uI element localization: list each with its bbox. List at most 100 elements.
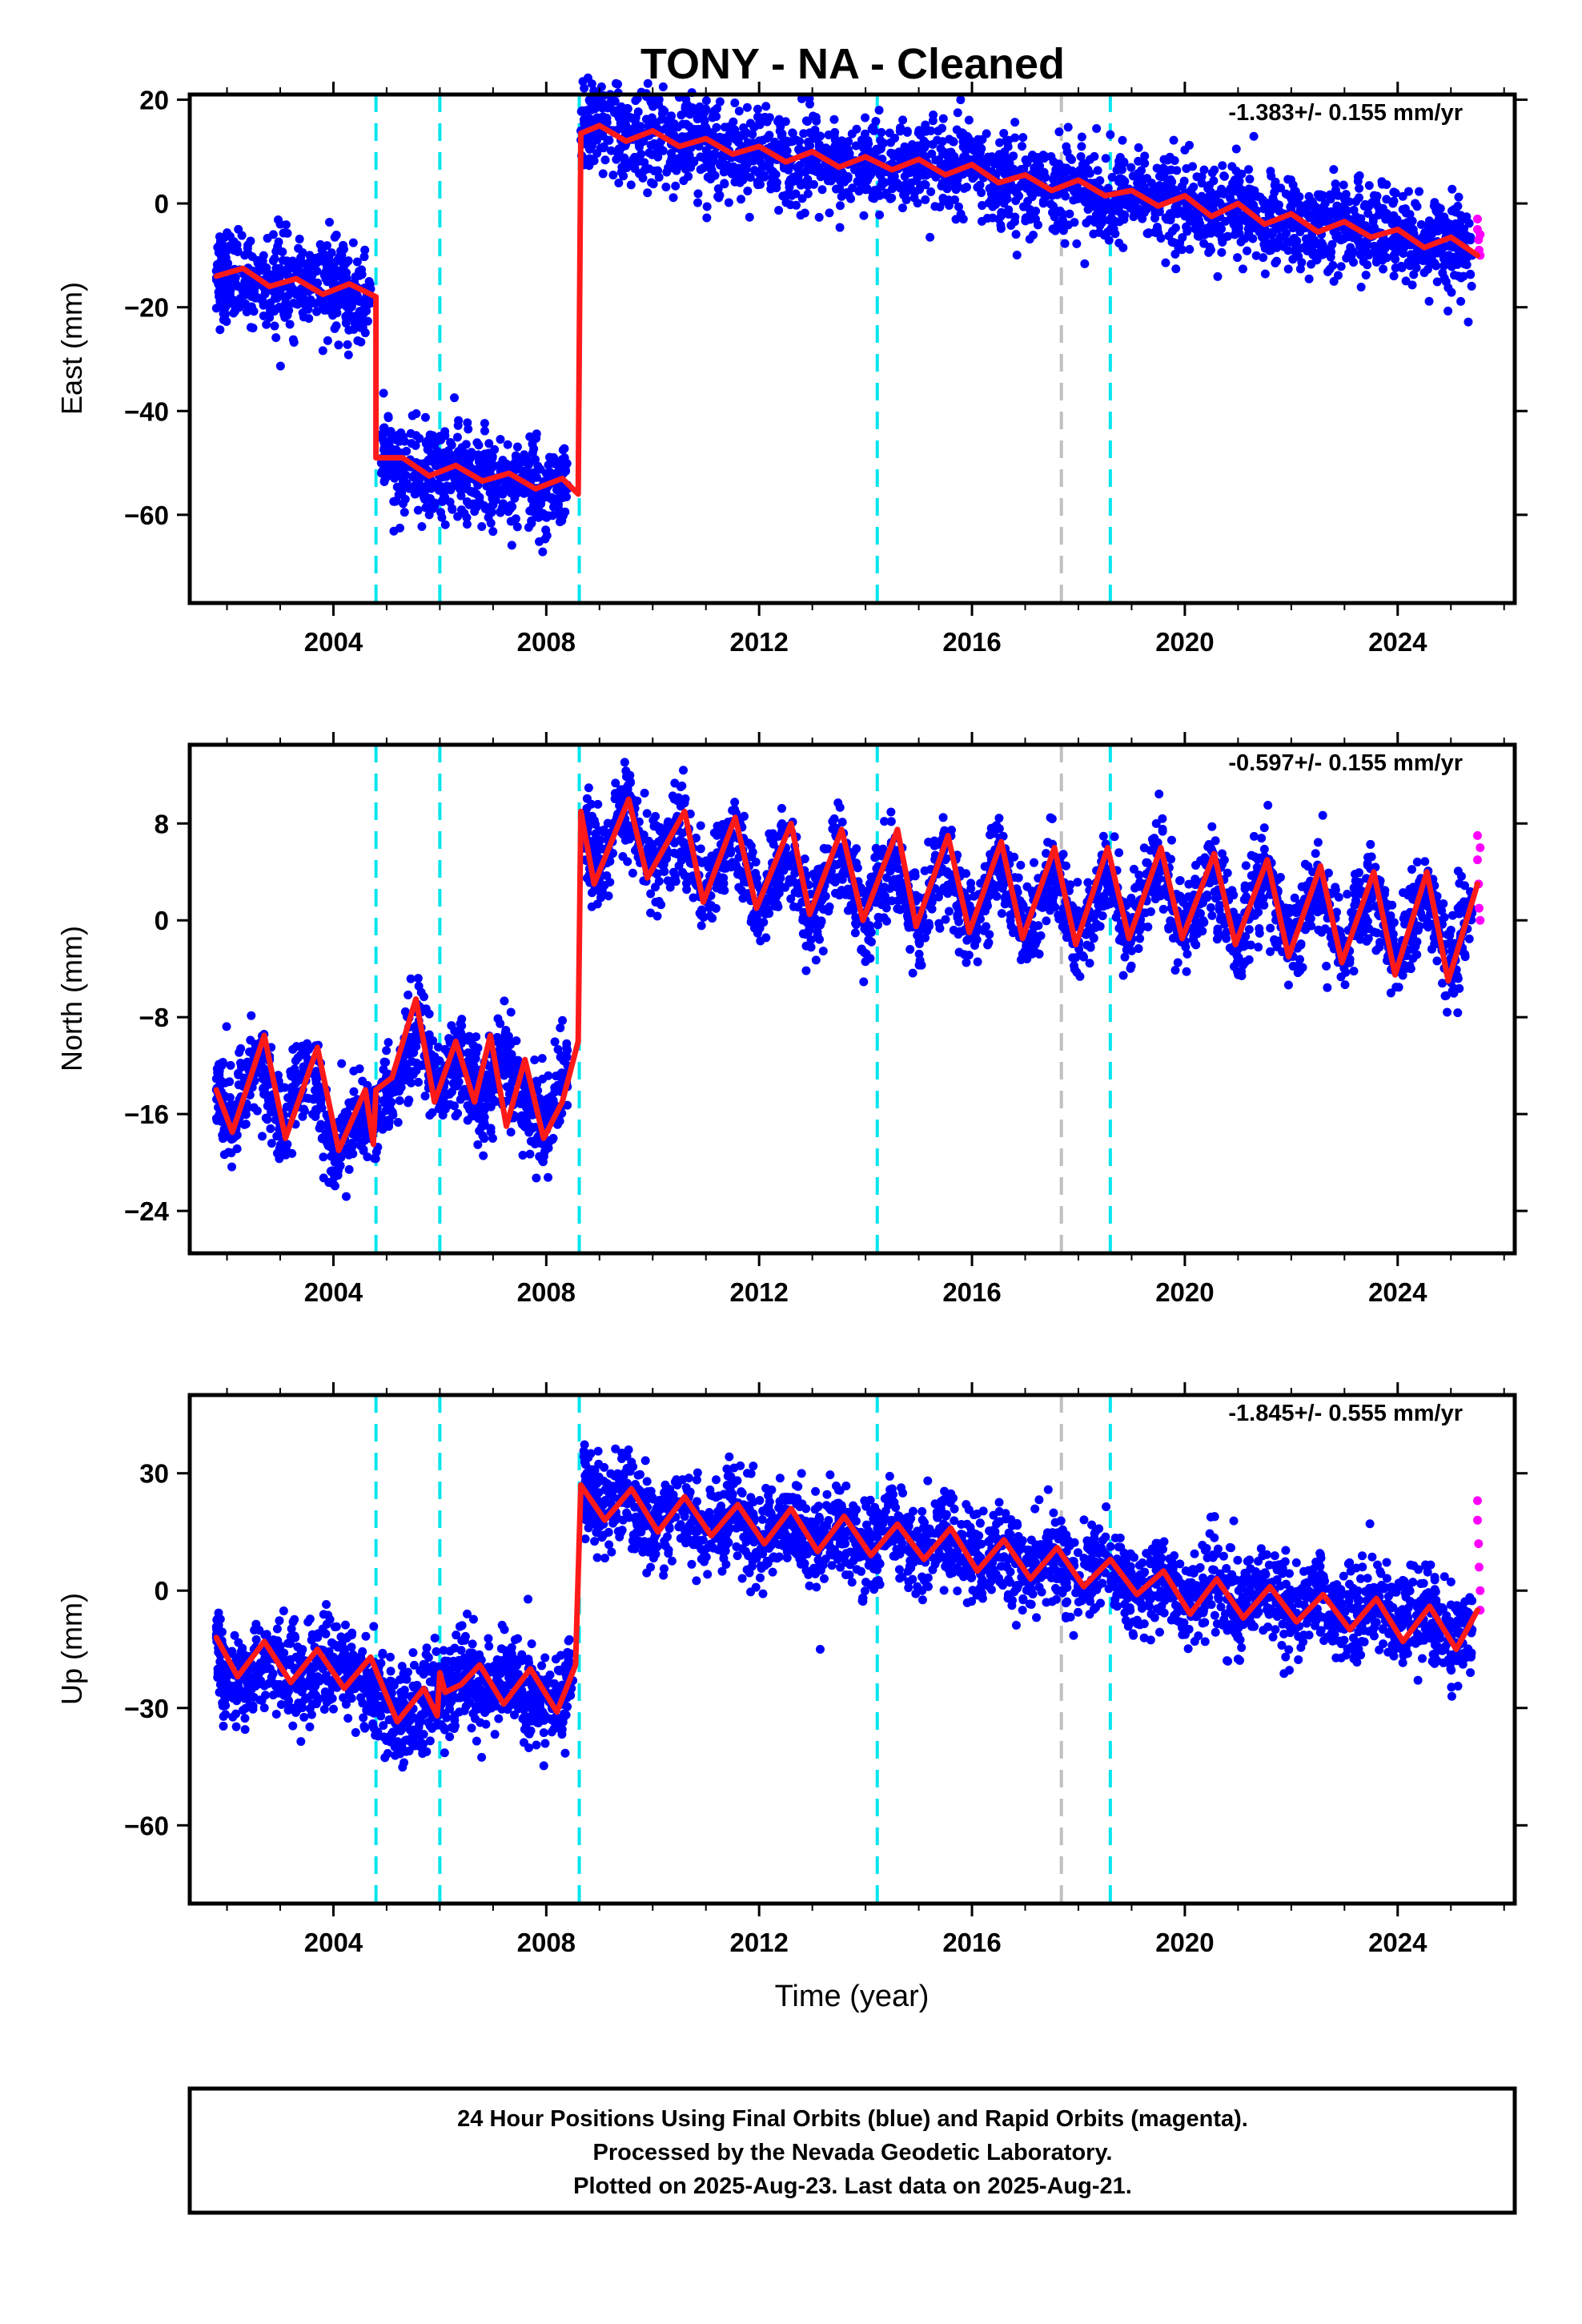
- east-cloud-point: [1156, 234, 1166, 243]
- east-cloud-point: [635, 142, 644, 151]
- east-cloud-point: [669, 193, 678, 203]
- east-cloud-point: [379, 477, 389, 487]
- east-cloud-point: [1010, 217, 1019, 227]
- east-cloud-point: [438, 497, 448, 506]
- north-cloud-point: [404, 990, 413, 999]
- east-cloud-point: [1021, 155, 1030, 165]
- chart-title: TONY - NA - Cleaned: [640, 40, 1065, 88]
- east-cloud-point: [277, 265, 287, 275]
- east-cloud-point: [467, 448, 476, 457]
- north-cloud-point: [347, 1139, 356, 1148]
- east-cloud-point: [498, 489, 508, 499]
- east-cloud-point: [774, 206, 784, 215]
- east-cloud-point: [552, 468, 562, 477]
- north-cloud-point: [556, 1023, 565, 1033]
- east-cloud-point: [1104, 235, 1114, 245]
- east-cloud-point: [1439, 261, 1448, 271]
- east-cloud-point: [1409, 259, 1419, 268]
- north-cloud-point: [532, 1173, 541, 1183]
- east-cloud-point: [959, 152, 969, 162]
- north-cloud-point: [303, 1043, 312, 1053]
- east-cloud-point: [453, 420, 463, 430]
- east-cloud-point: [691, 107, 701, 116]
- east-cloud-point: [1000, 152, 1010, 162]
- east-cloud-point: [343, 350, 353, 360]
- north-cloud-point: [473, 1140, 483, 1149]
- east-cloud-point: [1363, 260, 1372, 270]
- east-cloud-point: [671, 181, 681, 191]
- east-cloud-point: [400, 436, 409, 446]
- east-cloud-point: [1447, 287, 1456, 297]
- east-cloud-point: [1140, 159, 1150, 168]
- east-cloud-point: [657, 115, 667, 124]
- east-xtick-label: 2020: [1155, 627, 1214, 657]
- east-cloud-point: [824, 131, 833, 140]
- east-cloud-point: [953, 108, 962, 118]
- east-cloud-point: [696, 165, 705, 175]
- east-cloud-point: [480, 419, 489, 428]
- east-cloud-point: [220, 311, 230, 320]
- east-cloud-point: [213, 262, 223, 271]
- east-cloud-point: [797, 194, 807, 203]
- east-cloud-point: [1106, 130, 1115, 139]
- north-cloud-point: [543, 1108, 552, 1118]
- east-cloud-point: [921, 195, 930, 204]
- east-cloud-point: [334, 297, 343, 307]
- east-cloud-point: [497, 503, 507, 513]
- east-cloud-point: [1168, 227, 1178, 236]
- east-cloud-point: [412, 409, 421, 419]
- north-cloud-point: [507, 1050, 516, 1059]
- east-cloud-point: [1089, 229, 1098, 239]
- east-cloud-point: [1182, 222, 1191, 231]
- east-cloud-point: [235, 295, 244, 304]
- north-cloud-point: [235, 1047, 244, 1057]
- east-cloud-point: [1041, 172, 1050, 182]
- east-cloud-point: [479, 461, 488, 471]
- east-cloud-point: [323, 241, 332, 251]
- east-cloud-point: [1378, 203, 1387, 213]
- east-cloud-point: [512, 442, 522, 452]
- east-cloud-point: [413, 505, 423, 515]
- north-cloud-point: [445, 1100, 455, 1109]
- east-cloud-point: [1199, 239, 1209, 248]
- east-cloud-point: [488, 500, 498, 509]
- east-cloud-point: [1106, 201, 1116, 211]
- east-cloud-point: [1029, 189, 1038, 199]
- east-cloud-point: [1389, 187, 1399, 197]
- east-cloud-point: [1093, 166, 1102, 175]
- east-cloud-point: [1235, 170, 1244, 179]
- east-cloud-point: [1209, 176, 1219, 186]
- east-cloud-point: [1085, 168, 1094, 178]
- east-cloud-point: [829, 115, 839, 124]
- east-cloud-point: [713, 192, 723, 202]
- east-cloud-point: [1411, 199, 1420, 208]
- east-cloud-point: [737, 165, 747, 175]
- east-cloud-point: [417, 521, 427, 531]
- east-cloud-point: [496, 435, 505, 444]
- east-cloud-point: [624, 112, 634, 122]
- east-cloud-point: [1011, 230, 1021, 239]
- east-cloud-point: [452, 432, 462, 442]
- east-cloud-point: [1022, 213, 1031, 223]
- east-rapid-point: [1472, 215, 1482, 224]
- east-cloud-point: [847, 129, 857, 139]
- east-cloud-point: [958, 215, 968, 224]
- east-cloud-point: [1233, 253, 1243, 263]
- east-cloud-point: [641, 115, 651, 124]
- east-cloud-point: [436, 508, 446, 517]
- east-cloud-point: [1075, 168, 1085, 178]
- north-cloud-point: [311, 1112, 320, 1121]
- east-cloud-point: [544, 511, 553, 521]
- east-cloud-point: [895, 127, 905, 136]
- north-cloud-point: [329, 1180, 339, 1189]
- north-cloud-point: [404, 1076, 414, 1085]
- east-cloud-point: [734, 107, 744, 116]
- east-xtick-label: 2008: [517, 627, 576, 657]
- east-cloud-point: [678, 161, 688, 171]
- north-cloud-point: [360, 1136, 370, 1145]
- east-cloud-point: [909, 193, 919, 203]
- north-cloud-point: [550, 1037, 560, 1047]
- east-cloud-point: [938, 123, 947, 133]
- east-cloud-point: [1062, 142, 1071, 151]
- east-cloud-point: [464, 424, 473, 434]
